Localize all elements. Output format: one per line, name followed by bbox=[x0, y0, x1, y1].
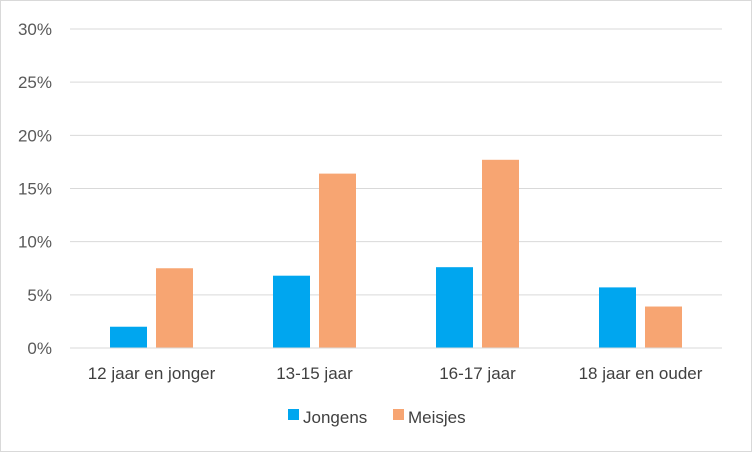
legend-label-meisjes: Meisjes bbox=[408, 408, 466, 427]
y-tick-label: 5% bbox=[27, 286, 52, 305]
bar-jongens-0 bbox=[110, 326, 147, 348]
bar-meisjes-3 bbox=[645, 306, 682, 348]
bar-jongens-3 bbox=[599, 287, 636, 348]
y-tick-label: 30% bbox=[18, 20, 52, 39]
bar-meisjes-0 bbox=[156, 268, 193, 348]
x-category-label: 16-17 jaar bbox=[439, 364, 516, 383]
bar-jongens-1 bbox=[273, 275, 310, 348]
bar-meisjes-2 bbox=[482, 159, 519, 348]
y-axis-tick-labels: 0% 5% 10% 15% 20% 25% 30% bbox=[18, 20, 52, 358]
y-tick-label: 10% bbox=[18, 233, 52, 252]
bars bbox=[110, 159, 682, 348]
y-tick-label: 25% bbox=[18, 73, 52, 92]
x-axis-category-labels: 12 jaar en jonger 13-15 jaar 16-17 jaar 18 … bbox=[88, 364, 703, 383]
y-tick-label: 15% bbox=[18, 180, 52, 199]
x-category-label: 13-15 jaar bbox=[276, 364, 353, 383]
x-category-label: 12 jaar en jonger bbox=[88, 364, 216, 383]
bar-jongens-2 bbox=[436, 267, 473, 348]
y-tick-label: 20% bbox=[18, 126, 52, 145]
legend-swatch-meisjes bbox=[393, 409, 404, 420]
legend-label-jongens: Jongens bbox=[303, 408, 367, 427]
y-tick-label: 0% bbox=[27, 339, 52, 358]
x-category-label: 18 jaar en ouder bbox=[579, 364, 703, 383]
legend-swatch-jongens bbox=[288, 409, 299, 420]
legend: Jongens Meisjes bbox=[288, 408, 466, 427]
gridlines bbox=[70, 28, 722, 296]
bar-meisjes-1 bbox=[319, 173, 356, 348]
